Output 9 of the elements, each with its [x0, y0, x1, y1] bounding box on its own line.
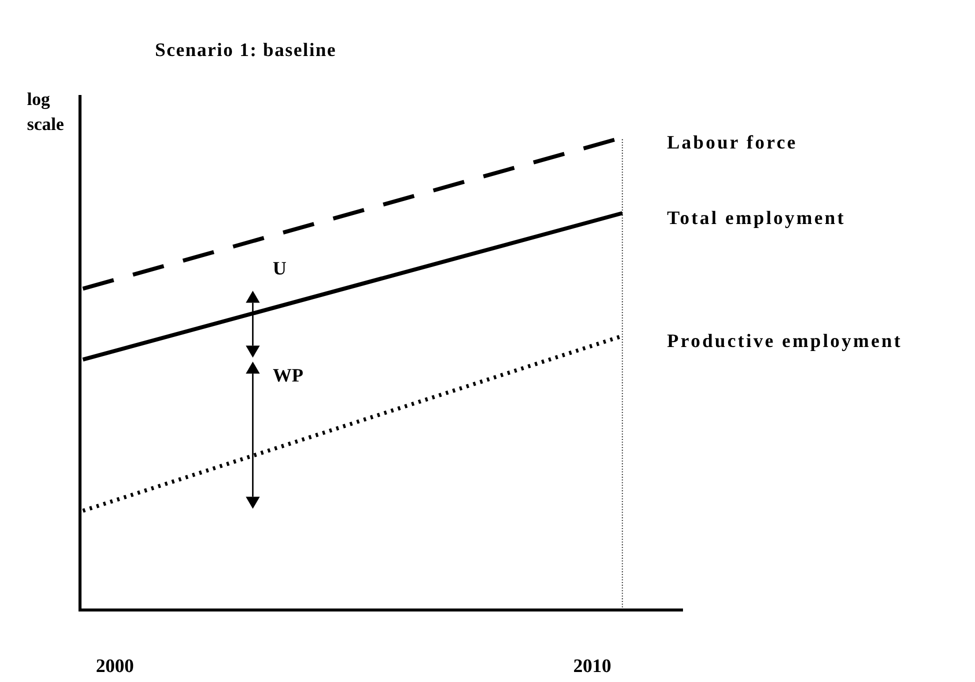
annotation: WP — [272, 366, 304, 387]
x-tick-label: 2000 — [96, 656, 134, 677]
text: Labour force — [667, 132, 798, 154]
text: Total employment — [667, 208, 846, 230]
text: Productive employment — [667, 330, 902, 352]
chart-title: Scenario 1: baseline — [155, 40, 336, 61]
y-axis-title: log scale — [27, 89, 64, 134]
x-tick-label: 2010 — [573, 656, 612, 677]
annotation: U — [272, 258, 287, 280]
